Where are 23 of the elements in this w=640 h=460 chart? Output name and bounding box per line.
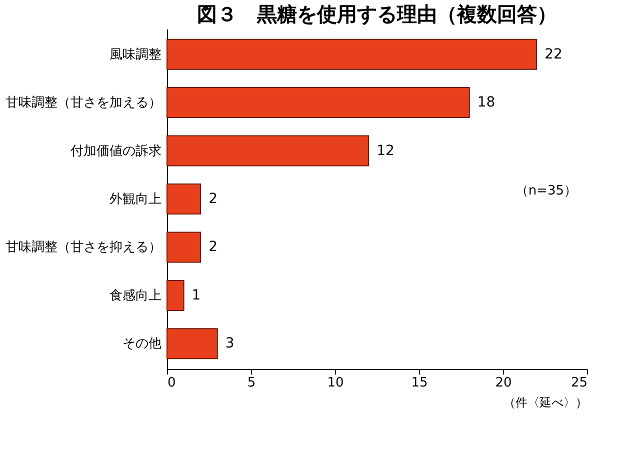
y-tick-label: 甘味調整（甘さを加える） (6, 96, 162, 111)
annotation: （n=35） (515, 184, 577, 198)
data-label: 2 (208, 239, 218, 256)
x-tick-label: 10 (327, 376, 344, 390)
x-tick-label: 25 (570, 376, 588, 390)
data-label: 22 (544, 46, 562, 62)
y-tick-label: 付加価値の訴求 (70, 144, 162, 159)
chart-title: 図３ 黒糖を使用する理由（複数回答） (197, 2, 557, 26)
data-label: 2 (208, 191, 218, 207)
data-label: 3 (225, 336, 234, 352)
data-label: 18 (477, 94, 496, 111)
y-tick-label: 甘味調整（甘さを抑える） (6, 240, 162, 256)
x-tick-label: 15 (411, 376, 428, 390)
y-tick-label: その他 (122, 336, 162, 352)
y-tick-label: 風味調整 (110, 47, 162, 62)
y-tick-label: 食感向上 (110, 288, 162, 304)
data-label: 1 (192, 287, 201, 304)
x-axis-title: （件〈延べ〉） (504, 396, 588, 410)
x-tick-label: 0 (168, 376, 176, 390)
x-tick-label: 5 (247, 376, 256, 390)
y-tick-label: 外観向上 (110, 192, 162, 207)
data-label: 12 (376, 142, 394, 159)
x-tick-label: 20 (495, 376, 512, 390)
